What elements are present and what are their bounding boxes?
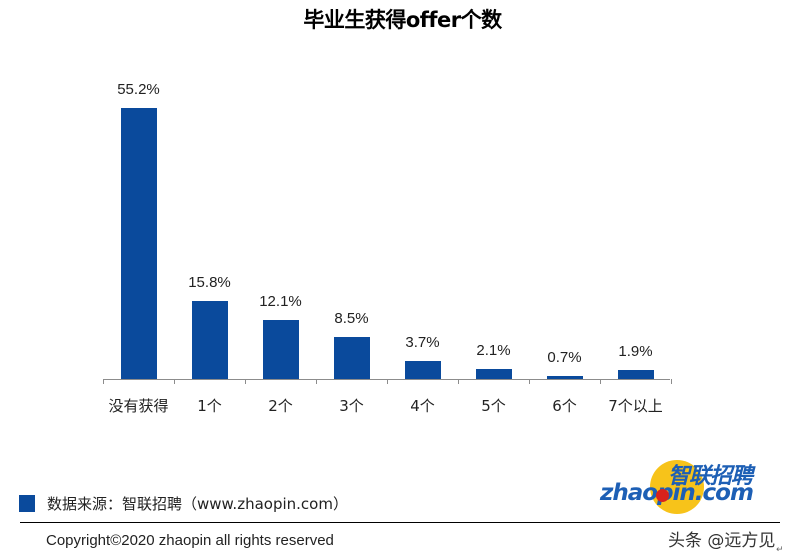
- x-axis-category-label: 7个以上: [608, 397, 663, 415]
- watermark-text: 头条 @远方见: [668, 531, 776, 551]
- zhaopin-logo: 智联招聘 zhaopin.com: [598, 458, 773, 518]
- x-axis-category-label: 2个: [268, 397, 293, 415]
- bar-value-label: 8.5%: [334, 310, 369, 327]
- x-axis-tick: [103, 379, 104, 384]
- bar-value-label: 0.7%: [547, 349, 582, 366]
- x-axis-tick: [600, 379, 601, 384]
- bar: [546, 376, 583, 379]
- copyright-text: Copyright©2020 zhaopin all rights reserv…: [46, 532, 334, 549]
- x-axis-tick: [529, 379, 530, 384]
- footer-divider: [20, 522, 780, 523]
- x-axis-category-label: 6个: [552, 397, 577, 415]
- bar: [333, 337, 370, 379]
- bar-value-label: 12.1%: [259, 293, 302, 310]
- bar: [404, 361, 441, 379]
- x-axis-line: [103, 379, 670, 380]
- bar-value-label: 3.7%: [405, 334, 440, 351]
- bar-value-label: 1.9%: [618, 343, 653, 360]
- x-axis-category-label: 4个: [410, 397, 435, 415]
- bar-value-label: 15.8%: [188, 274, 231, 291]
- bar: [191, 301, 228, 379]
- logo-yellow-circle: [650, 460, 704, 514]
- x-axis-tick: [458, 379, 459, 384]
- bar: [120, 108, 157, 379]
- chart-title: 毕业生获得offer个数: [303, 8, 502, 32]
- x-axis-category-label: 没有获得: [108, 397, 169, 415]
- x-axis-tick: [174, 379, 175, 384]
- data-source-label: 数据来源：智联招聘（www.zhaopin.com）: [47, 495, 348, 513]
- legend-swatch: [19, 495, 35, 512]
- bar-value-label: 2.1%: [476, 342, 511, 359]
- logo-english-text: zhaopin.com: [600, 480, 754, 506]
- bar: [617, 370, 654, 379]
- x-axis-category-label: 1个: [197, 397, 222, 415]
- logo-red-dot-icon: [656, 489, 669, 502]
- x-axis-category-label: 3个: [339, 397, 364, 415]
- logo-chinese-text: 智联招聘: [668, 464, 753, 489]
- x-axis-tick: [671, 379, 672, 384]
- bar: [475, 369, 512, 379]
- x-axis-tick: [387, 379, 388, 384]
- return-mark-icon: ↵: [776, 544, 784, 554]
- bar-chart: 55.2% 没有获得 15.8% 1个 12.1% 2个 8.5% 3个 3.7% 4个 2.1% 5…: [103, 81, 672, 415]
- bar: [262, 320, 299, 379]
- x-axis-tick: [316, 379, 317, 384]
- x-axis-category-label: 5个: [481, 397, 506, 415]
- x-axis-tick: [245, 379, 246, 384]
- bar-value-label: 55.2%: [117, 81, 160, 98]
